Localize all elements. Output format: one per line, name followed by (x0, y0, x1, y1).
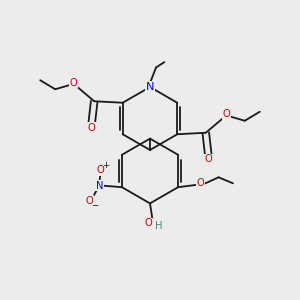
Text: H: H (155, 221, 163, 231)
Text: O: O (97, 165, 104, 175)
Text: N: N (146, 82, 154, 92)
Text: +: + (102, 161, 109, 170)
Text: O: O (205, 154, 212, 164)
Text: N: N (96, 181, 103, 191)
Text: O: O (197, 178, 204, 188)
Text: O: O (145, 218, 153, 229)
Text: O: O (86, 196, 94, 206)
Text: O: O (88, 123, 95, 133)
Text: −: − (92, 200, 99, 209)
Text: O: O (222, 109, 230, 119)
Text: O: O (70, 78, 78, 88)
